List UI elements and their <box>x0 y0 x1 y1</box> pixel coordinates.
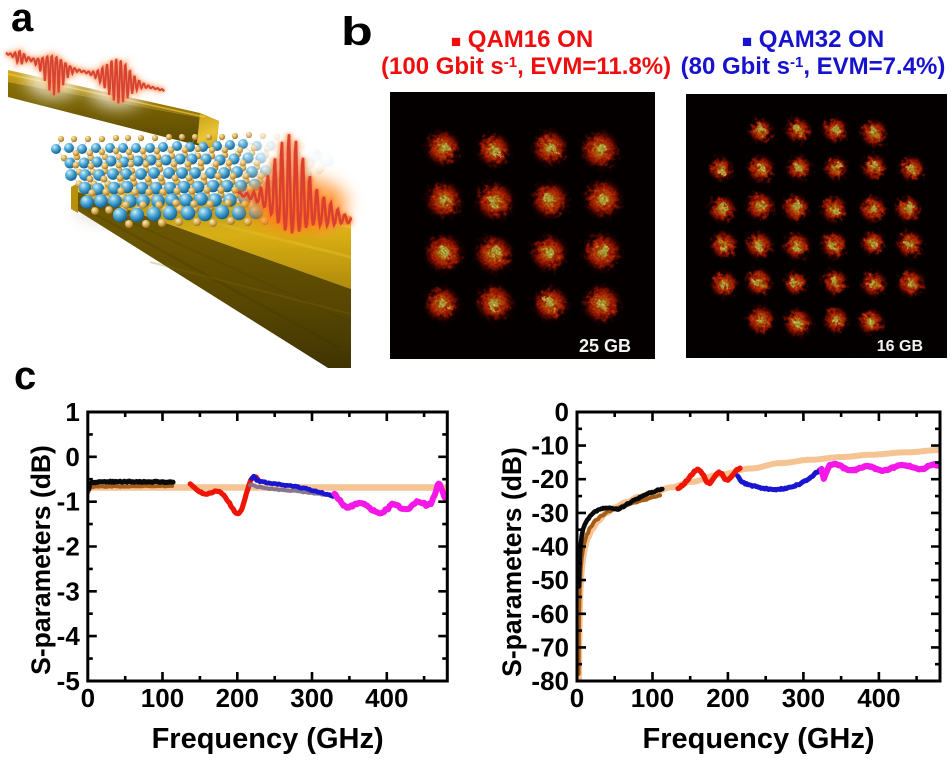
svg-text:0: 0 <box>65 442 79 472</box>
svg-text:-50: -50 <box>531 565 569 595</box>
svg-text:100: 100 <box>631 683 674 713</box>
svg-text:-70: -70 <box>531 632 569 662</box>
svg-text:200: 200 <box>216 683 259 713</box>
svg-text:S-parameters (dB): S-parameters (dB) <box>26 445 56 675</box>
svg-text:S-parameters (dB): S-parameters (dB) <box>497 447 527 677</box>
svg-text:1: 1 <box>65 397 79 427</box>
svg-text:0: 0 <box>570 683 584 713</box>
svg-text:400: 400 <box>365 683 408 713</box>
svg-text:-3: -3 <box>57 576 80 606</box>
svg-text:-10: -10 <box>531 431 569 461</box>
svg-text:200: 200 <box>706 683 749 713</box>
svg-text:-4: -4 <box>57 621 81 651</box>
svg-text:400: 400 <box>857 683 900 713</box>
svg-text:16 GB: 16 GB <box>877 338 923 355</box>
svg-text:0: 0 <box>81 683 95 713</box>
svg-text:-2: -2 <box>57 532 80 562</box>
svg-text:-1: -1 <box>57 487 80 517</box>
svg-text:300: 300 <box>782 683 825 713</box>
svg-text:-30: -30 <box>531 498 569 528</box>
svg-text:100: 100 <box>141 683 184 713</box>
svg-text:-20: -20 <box>531 464 569 494</box>
svg-text:Frequency (GHz): Frequency (GHz) <box>152 723 384 755</box>
svg-text:0: 0 <box>555 397 569 427</box>
svg-text:-60: -60 <box>531 599 569 629</box>
svg-text:-40: -40 <box>531 532 569 562</box>
svg-text:Frequency (GHz): Frequency (GHz) <box>642 723 874 755</box>
svg-text:-80: -80 <box>531 666 569 696</box>
svg-text:300: 300 <box>290 683 333 713</box>
svg-text:-5: -5 <box>57 666 80 696</box>
svg-text:25 GB: 25 GB <box>579 336 631 356</box>
